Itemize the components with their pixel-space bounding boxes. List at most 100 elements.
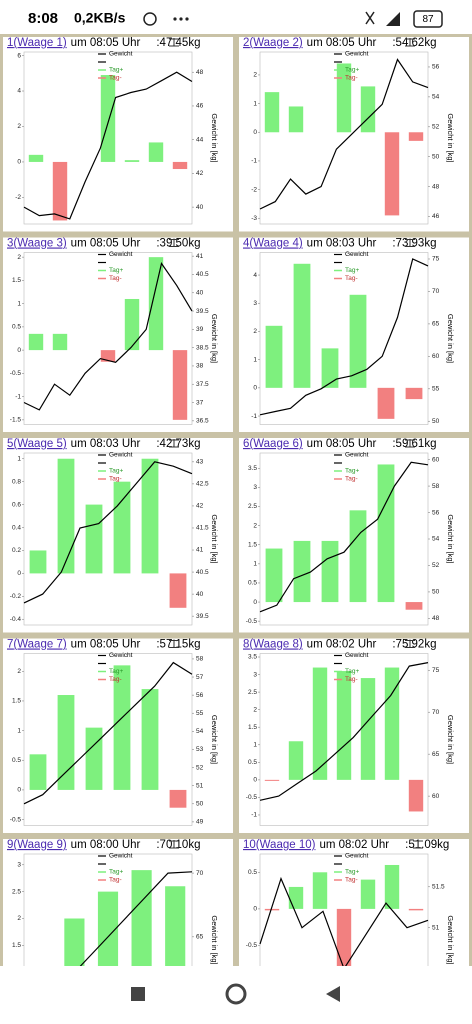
legend-label: Gewicht bbox=[345, 853, 369, 860]
y2-tick-label: 53 bbox=[196, 746, 204, 753]
y-tick-label: 3 bbox=[253, 484, 257, 491]
axis-label: Gewicht in [kg] bbox=[446, 314, 455, 363]
y-tick-label: 1.5 bbox=[12, 942, 21, 949]
y-tick-label: 0 bbox=[253, 385, 257, 392]
y-tick-label: 0.8 bbox=[12, 478, 21, 485]
y-tick-label: -0.5 bbox=[10, 816, 22, 823]
legend-label: Gewicht bbox=[345, 251, 369, 258]
legend-label: Tag+ bbox=[345, 267, 359, 274]
y-tick-label: 4 bbox=[17, 88, 21, 95]
y-tick-label: 3 bbox=[253, 671, 257, 678]
scale-link[interactable]: (Waage 4) bbox=[249, 238, 302, 250]
y-tick-label: 0 bbox=[253, 906, 257, 913]
y2-tick-label: 60 bbox=[432, 353, 440, 360]
legend-label: Gewicht bbox=[109, 853, 133, 860]
scale-link[interactable]: (Waage 7) bbox=[13, 639, 66, 651]
day-bar bbox=[360, 86, 376, 133]
plot-area bbox=[23, 653, 193, 826]
y2-tick-label: 43 bbox=[196, 459, 204, 466]
day-bar bbox=[169, 573, 187, 608]
axis-label: Gewicht in [kg] bbox=[210, 113, 219, 162]
scale-icon bbox=[405, 238, 415, 247]
home-button[interactable] bbox=[225, 983, 247, 1005]
legend-label: Tag- bbox=[345, 877, 358, 884]
day-bar bbox=[141, 458, 159, 574]
y-tick-label: 1.5 bbox=[248, 724, 257, 731]
y2-tick-label: 42 bbox=[196, 170, 204, 177]
y2-tick-label: 39 bbox=[196, 326, 204, 333]
y-tick-label: -0.5 bbox=[246, 942, 258, 949]
update-time: um 08:05 Uhr bbox=[71, 37, 141, 49]
day-bar bbox=[384, 132, 400, 216]
y-tick-label: 0 bbox=[253, 599, 257, 606]
weight-line bbox=[259, 662, 429, 801]
scale-link[interactable]: (Waage 1) bbox=[13, 37, 66, 49]
day-bar bbox=[293, 263, 311, 388]
y2-tick-label: 54 bbox=[432, 94, 440, 101]
plot-area bbox=[259, 853, 429, 1024]
legend-label: Tag+ bbox=[345, 668, 359, 675]
axis-label: Gewicht in [kg] bbox=[446, 915, 455, 964]
y-tick-label: 2.5 bbox=[248, 503, 257, 510]
y2-tick-label: 49 bbox=[196, 819, 204, 826]
day-bar bbox=[360, 678, 376, 780]
recents-button[interactable] bbox=[131, 987, 145, 1001]
legend-label: Gewicht bbox=[109, 652, 133, 659]
y2-tick-label: 46 bbox=[432, 213, 440, 220]
y-tick-label: -0.5 bbox=[246, 618, 258, 625]
current-weight: :47.45kg bbox=[156, 37, 200, 49]
day-bar bbox=[408, 908, 424, 911]
scale-link[interactable]: (Waage 6) bbox=[249, 438, 302, 450]
update-time: um 08:05 Uhr bbox=[71, 639, 141, 651]
day-bar bbox=[85, 504, 103, 574]
day-bar bbox=[288, 741, 304, 780]
panel-number: 8 bbox=[243, 639, 249, 651]
y2-tick-label: 48 bbox=[432, 183, 440, 190]
scale-icon bbox=[169, 238, 179, 247]
scale-link[interactable]: (Waage 8) bbox=[249, 639, 302, 651]
scale-link[interactable]: (Waage 3) bbox=[13, 238, 66, 250]
scale-link[interactable]: (Waage 2) bbox=[249, 37, 302, 49]
scale-icon bbox=[413, 840, 423, 849]
day-bar bbox=[113, 481, 131, 574]
y-tick-label: 2.5 bbox=[248, 689, 257, 696]
weight-line bbox=[23, 661, 193, 805]
panel-number: 10 bbox=[243, 839, 256, 851]
back-button[interactable] bbox=[326, 986, 340, 1002]
y2-tick-label: 50 bbox=[196, 800, 204, 807]
panel-number: 9 bbox=[7, 839, 13, 851]
y-tick-label: 3.5 bbox=[248, 465, 257, 472]
y-tick-label: 1 bbox=[253, 356, 257, 363]
day-bar bbox=[100, 350, 116, 362]
legend-label: Gewicht bbox=[345, 51, 369, 58]
y-tick-label: 0.5 bbox=[12, 757, 21, 764]
day-bar bbox=[172, 350, 188, 420]
current-weight: :51.09kg bbox=[405, 839, 449, 851]
y2-tick-label: 55 bbox=[432, 386, 440, 393]
y2-tick-label: 44 bbox=[196, 136, 204, 143]
scale-link[interactable]: (Waage 10) bbox=[256, 839, 316, 851]
y-tick-label: 0 bbox=[253, 129, 257, 136]
y2-tick-label: 37 bbox=[196, 399, 204, 406]
scale-link[interactable]: (Waage 5) bbox=[13, 438, 66, 450]
y2-tick-label: 40.5 bbox=[196, 569, 209, 576]
y2-tick-label: 41.5 bbox=[196, 525, 209, 532]
scale-icon bbox=[405, 639, 415, 648]
y2-tick-label: 58 bbox=[196, 656, 204, 663]
legend-label: Tag- bbox=[345, 275, 358, 282]
day-bar bbox=[384, 864, 400, 909]
day-bar bbox=[172, 161, 188, 170]
day-bar bbox=[408, 779, 424, 812]
day-bar bbox=[52, 161, 68, 221]
day-bar bbox=[408, 132, 424, 141]
current-weight: :42.73kg bbox=[156, 438, 200, 450]
y2-tick-label: 52 bbox=[432, 562, 440, 569]
plot-area bbox=[23, 452, 193, 626]
y2-tick-label: 52 bbox=[432, 124, 440, 131]
legend-label: Gewicht bbox=[109, 452, 133, 459]
scale-link[interactable]: (Waage 9) bbox=[13, 839, 66, 851]
day-bar bbox=[169, 789, 187, 808]
panel-number: 1 bbox=[7, 37, 13, 49]
